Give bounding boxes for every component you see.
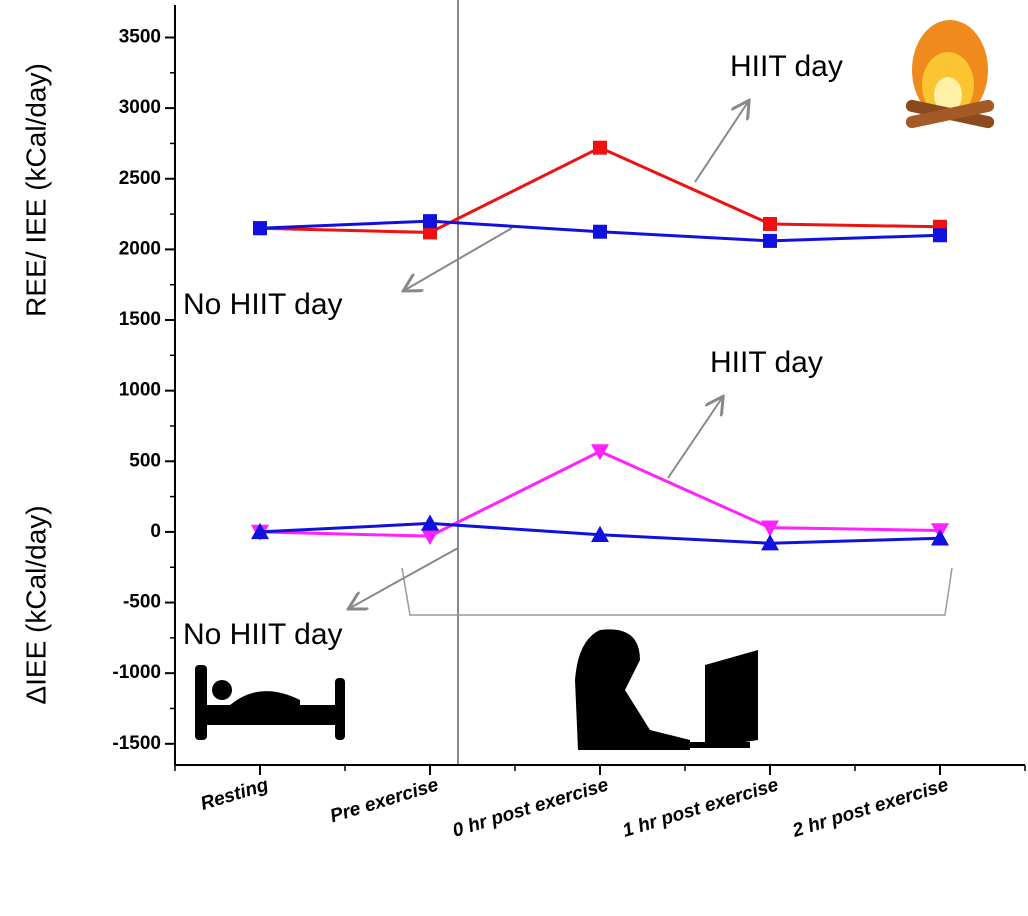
- series-line: [260, 451, 940, 536]
- bed-icon: [195, 665, 345, 740]
- series-line: [260, 148, 940, 233]
- marker: [593, 225, 607, 239]
- annotation: No HIIT day: [183, 288, 343, 321]
- marker: [763, 217, 777, 231]
- arrow: [350, 548, 458, 608]
- y-tick-label: 0: [150, 521, 161, 542]
- fire-icon: [905, 20, 996, 129]
- y-tick-label: -500: [123, 592, 161, 613]
- arrow: [668, 398, 722, 478]
- x-tick-label: 2 hr post exercise: [789, 774, 951, 842]
- y-tick-label: -1500: [112, 733, 161, 754]
- annotation: HIIT day: [730, 50, 843, 83]
- y-tick-label: 3500: [119, 27, 161, 48]
- marker: [593, 141, 607, 155]
- x-tick-label: 0 hr post exercise: [450, 774, 611, 841]
- bracket: [402, 568, 952, 615]
- chart: REE/ IEE (kCal/day) ΔIEE (kCal/day) -150…: [0, 0, 1028, 916]
- y-tick-label: 3000: [119, 97, 161, 118]
- annotation: No HIIT day: [183, 618, 343, 651]
- y-tick-label: 2000: [119, 238, 161, 259]
- annotation: HIIT day: [710, 346, 823, 379]
- y-axis-title: REE/ IEE (kCal/day): [20, 63, 51, 317]
- y-tick-label: 2500: [119, 168, 161, 189]
- marker: [933, 228, 947, 242]
- marker: [423, 214, 437, 228]
- marker: [763, 234, 777, 248]
- y-tick-label: 1500: [119, 309, 161, 330]
- page: REE/ IEE (kCal/day) ΔIEE (kCal/day) -150…: [0, 0, 1028, 916]
- y-tick-label: 1000: [119, 380, 161, 401]
- x-tick-label: Pre exercise: [328, 774, 442, 827]
- y-axis-title: ΔIEE (kCal/day): [20, 505, 51, 704]
- x-tick-label: Resting: [198, 774, 271, 815]
- y-tick-label: 500: [129, 450, 161, 471]
- computer-user-icon: [575, 629, 758, 750]
- arrow: [695, 102, 748, 182]
- y-tick-label: -1000: [112, 662, 161, 683]
- marker: [253, 221, 267, 235]
- marker: [591, 444, 609, 460]
- x-tick-label: 1 hr post exercise: [620, 774, 781, 841]
